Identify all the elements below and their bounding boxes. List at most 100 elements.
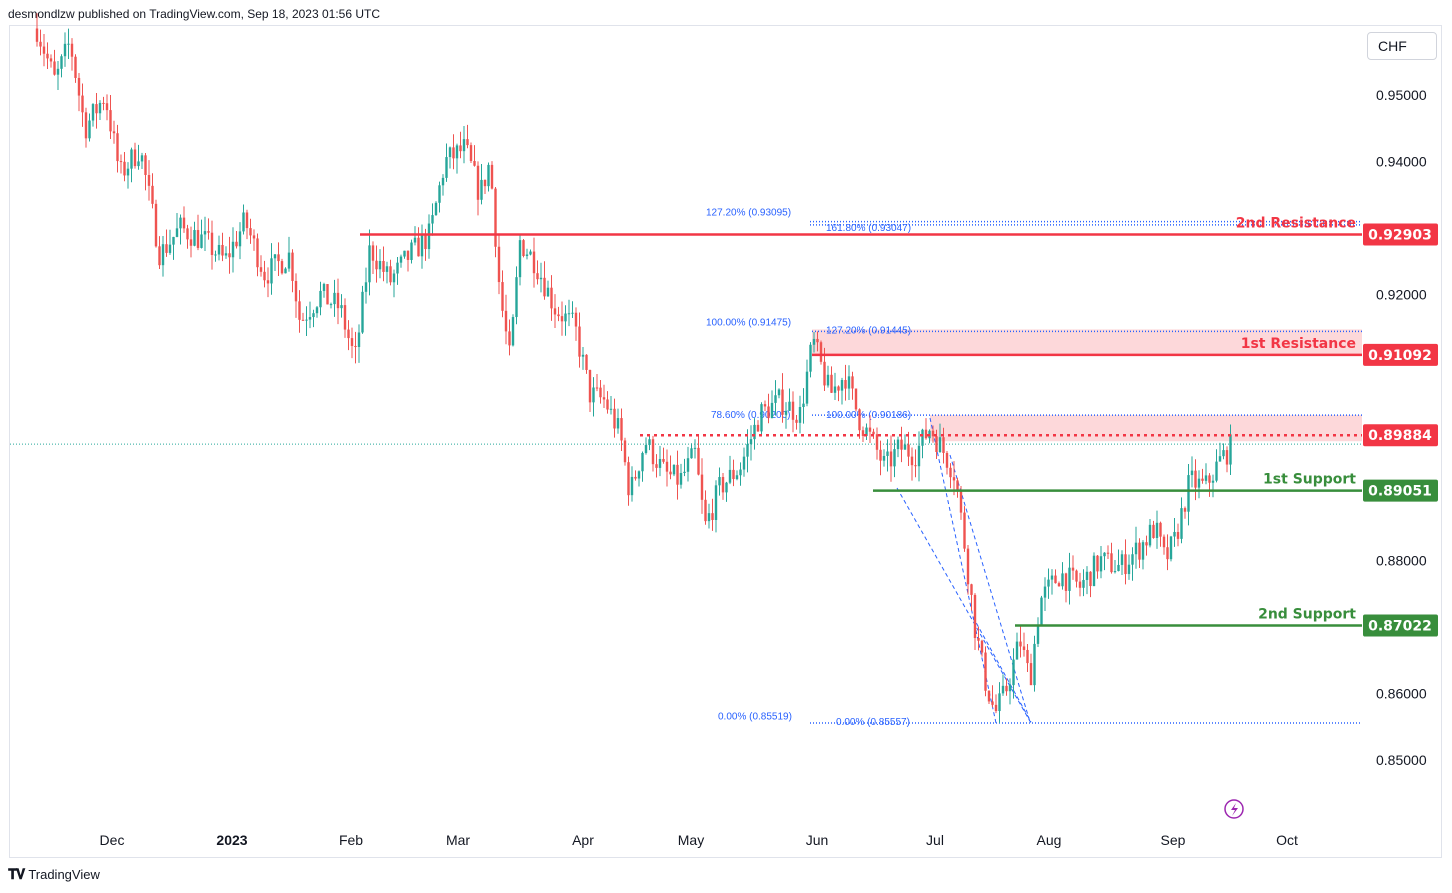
candle-body — [651, 439, 655, 465]
candle-body — [557, 314, 560, 317]
candle-body — [924, 429, 928, 439]
candle-body — [725, 482, 728, 493]
candle-body — [1211, 480, 1215, 483]
candle-body — [1075, 570, 1078, 582]
candle-body — [287, 252, 291, 269]
candle-body — [266, 280, 270, 284]
candle-body — [168, 244, 172, 253]
level-label: 1st Support — [1263, 472, 1356, 488]
candle-body — [319, 290, 322, 308]
candle-body — [427, 223, 431, 250]
candle-body — [886, 451, 889, 456]
candle-body — [487, 164, 490, 187]
candle-body — [91, 104, 95, 121]
candle-body — [1131, 554, 1134, 565]
candle-body — [728, 469, 732, 483]
candle-body — [791, 401, 795, 420]
candle-body — [1141, 542, 1145, 560]
candle-body — [1229, 434, 1232, 465]
candle-body — [994, 704, 998, 712]
fib-layer: 127.20% (0.93095) 161.80% (0.93047) 100.00… — [706, 208, 1362, 728]
candle-body — [707, 513, 711, 522]
candle-body — [543, 277, 546, 297]
candle-body — [494, 188, 497, 247]
candle-body — [186, 228, 189, 240]
candle-body — [242, 212, 245, 232]
candle-body — [84, 112, 88, 139]
candle-body — [539, 277, 543, 280]
price-tag — [1363, 424, 1438, 447]
footer-brand-text: TradingView — [28, 867, 100, 882]
candle-body — [207, 231, 210, 233]
candle-body — [1225, 450, 1229, 465]
candle-body — [830, 374, 833, 393]
candle-body — [732, 469, 735, 480]
candle-body — [249, 228, 252, 236]
y-tick-label: 0.95000 — [1376, 87, 1427, 103]
candle-body — [1022, 646, 1026, 650]
candle-body — [935, 436, 938, 452]
candle-body — [854, 388, 858, 410]
candle-body — [133, 149, 137, 167]
candle-body — [546, 287, 550, 297]
candle-body — [980, 640, 984, 653]
candle-body — [777, 389, 781, 396]
candle-body — [1061, 573, 1064, 587]
candle-body — [469, 145, 473, 161]
candle-body — [203, 231, 207, 235]
candle-body — [497, 246, 501, 283]
candle-body — [837, 386, 840, 391]
candle-body — [868, 427, 872, 432]
x-tick-label: Feb — [339, 832, 363, 848]
candle-body — [228, 253, 231, 258]
candle-body — [893, 449, 896, 467]
candle-body — [910, 456, 914, 466]
candle-body — [847, 376, 851, 389]
fib-label: 161.80% (0.93047) — [826, 223, 911, 234]
candle-body — [508, 331, 511, 346]
candle-body — [735, 475, 739, 480]
candle-body — [686, 458, 690, 472]
candle-body — [406, 250, 410, 260]
candle-body — [305, 319, 308, 321]
candle-body — [466, 139, 469, 146]
candle-body — [823, 361, 826, 386]
candle-body — [1166, 547, 1169, 560]
candle-body — [959, 490, 963, 513]
candle-body — [630, 476, 634, 496]
candle-body — [81, 95, 84, 113]
candle-body — [123, 161, 126, 176]
candle-body — [1082, 579, 1085, 588]
candle-body — [189, 239, 193, 246]
x-tick-label: Apr — [572, 832, 594, 848]
candle-body — [364, 282, 368, 292]
candle-body — [1187, 475, 1190, 512]
candle-body — [200, 234, 203, 248]
candle-body — [588, 369, 592, 403]
candle-body — [137, 161, 140, 167]
candles-layer — [35, 13, 1232, 724]
footer-brand[interactable]: 𝐓𝐕 TradingView — [8, 866, 100, 883]
candle-body — [714, 485, 718, 520]
candle-body — [420, 234, 424, 257]
candle-body — [1068, 567, 1071, 591]
candle-body — [1152, 524, 1155, 538]
candle-body — [1019, 641, 1022, 647]
candle-body — [1204, 475, 1208, 481]
candle-body — [1145, 542, 1148, 546]
x-tick-label: Jun — [806, 832, 829, 848]
candle-body — [217, 244, 221, 255]
candle-body — [1148, 524, 1152, 546]
candle-body — [1029, 663, 1033, 686]
currency-selector[interactable]: CHF — [1367, 32, 1437, 60]
candle-body — [571, 312, 574, 314]
candle-body — [235, 241, 238, 247]
candle-body — [77, 77, 81, 96]
candle-body — [623, 440, 627, 463]
candle-body — [238, 231, 242, 247]
candle-body — [270, 258, 273, 284]
candle-body — [354, 345, 357, 348]
candle-body — [410, 242, 413, 260]
candle-body — [256, 238, 259, 268]
